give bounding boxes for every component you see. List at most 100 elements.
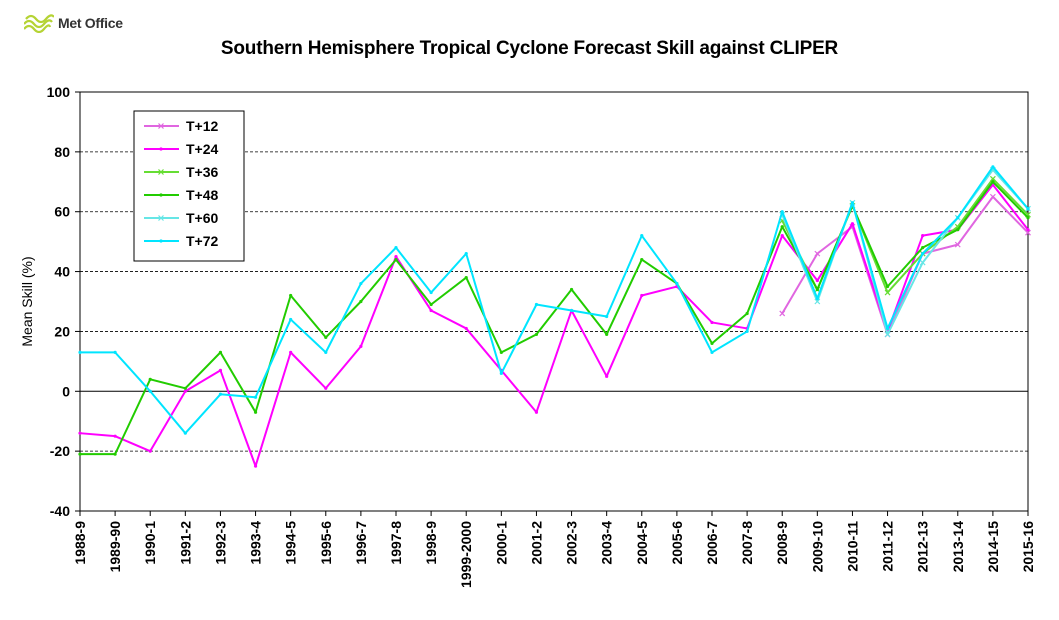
data-point — [183, 389, 187, 393]
data-point — [991, 165, 995, 169]
data-point — [324, 350, 328, 354]
data-point — [815, 296, 819, 301]
x-tick-label: 2011-12 — [880, 521, 896, 572]
met-office-logo: Met Office — [24, 10, 123, 36]
data-point — [569, 308, 574, 313]
data-point — [710, 350, 714, 354]
data-point — [359, 299, 363, 304]
series-line-t-plus-48 — [80, 180, 1029, 456]
x-tick-label: 2012-13 — [915, 521, 931, 573]
x-tick-label: 1988-9 — [72, 521, 88, 565]
y-tick-label: 40 — [54, 264, 70, 280]
x-tick-label: 2007-8 — [739, 521, 755, 565]
x-tick-label: 2005-6 — [669, 521, 685, 565]
data-point — [394, 246, 398, 250]
series-line-t-plus-36 — [781, 177, 1029, 294]
data-point — [159, 193, 163, 197]
x-tick-label: 2009-10 — [809, 521, 825, 573]
data-point — [989, 193, 996, 200]
x-tick-label: 1993-4 — [248, 521, 264, 565]
x-tick-label: 2002-3 — [564, 521, 580, 565]
data-point — [158, 215, 164, 221]
x-tick-label: 1991-2 — [177, 521, 193, 565]
data-point — [885, 326, 890, 331]
y-tick-label: -20 — [50, 443, 70, 459]
data-point — [218, 392, 223, 396]
series-line-t-plus-12 — [781, 195, 1029, 336]
data-point — [780, 225, 784, 229]
data-point — [148, 449, 152, 453]
data-point — [464, 275, 468, 280]
data-point — [1025, 229, 1031, 236]
data-point — [954, 241, 961, 248]
x-tick-label: 1992-3 — [212, 521, 228, 565]
data-point — [289, 317, 293, 322]
data-point — [640, 234, 644, 238]
data-point — [605, 314, 609, 319]
y-tick-label: 60 — [54, 204, 70, 220]
data-point — [158, 123, 164, 129]
x-tick-label: 1998-9 — [423, 521, 439, 565]
x-tick-label: 1999-2000 — [458, 521, 474, 588]
data-point — [815, 287, 819, 292]
data-point — [324, 335, 328, 340]
data-point — [429, 290, 433, 295]
data-point — [289, 293, 293, 298]
data-point — [921, 234, 925, 238]
data-point — [569, 287, 574, 292]
data-point — [605, 332, 609, 337]
legend-label: T+72 — [186, 233, 219, 249]
data-point — [534, 410, 539, 414]
x-tick-label: 2006-7 — [704, 521, 720, 565]
met-office-logo-text: Met Office — [58, 15, 123, 31]
x-tick-label: 1994-5 — [283, 521, 299, 565]
x-tick-label: 2000-1 — [493, 521, 509, 565]
data-point — [218, 368, 223, 372]
data-point — [815, 278, 819, 283]
data-point — [534, 302, 539, 307]
legend-label: T+60 — [186, 210, 219, 226]
data-point — [113, 452, 117, 456]
data-point — [1026, 228, 1030, 232]
data-point — [675, 281, 679, 286]
data-point — [745, 329, 749, 334]
data-point — [253, 410, 258, 414]
legend-label: T+24 — [186, 141, 219, 157]
x-tick-label: 2003-4 — [599, 521, 615, 565]
data-point — [814, 298, 821, 305]
data-point — [814, 250, 821, 257]
data-point — [464, 326, 468, 331]
x-tick-label: 2008-9 — [774, 521, 790, 565]
data-point — [183, 386, 187, 390]
data-point — [324, 386, 328, 390]
met-office-logo-icon — [24, 14, 54, 33]
series-line-t-plus-72 — [80, 165, 1029, 435]
x-tick-label: 2001-2 — [528, 521, 544, 565]
data-point — [148, 377, 152, 381]
legend-label: T+36 — [186, 164, 219, 180]
data-point — [1026, 207, 1030, 211]
data-point — [78, 431, 82, 435]
data-point — [1026, 216, 1030, 220]
data-point — [359, 281, 363, 286]
data-point — [113, 434, 117, 438]
data-point — [113, 350, 117, 354]
data-point — [745, 311, 749, 316]
data-point — [885, 284, 890, 289]
x-tick-label: 1996-7 — [353, 521, 369, 565]
y-tick-label: 0 — [62, 383, 70, 399]
data-point — [710, 341, 714, 345]
data-point — [159, 147, 163, 151]
data-point — [640, 258, 644, 262]
x-tick-label: 2013-14 — [950, 521, 966, 573]
data-point — [921, 252, 925, 256]
data-point — [605, 374, 609, 378]
data-point — [779, 310, 786, 317]
x-tick-label: 2014-15 — [985, 521, 1001, 573]
data-point — [394, 255, 398, 259]
data-point — [884, 331, 891, 338]
data-point — [884, 289, 891, 296]
data-point — [394, 258, 398, 262]
data-point — [464, 252, 468, 256]
legend-box — [133, 110, 245, 262]
